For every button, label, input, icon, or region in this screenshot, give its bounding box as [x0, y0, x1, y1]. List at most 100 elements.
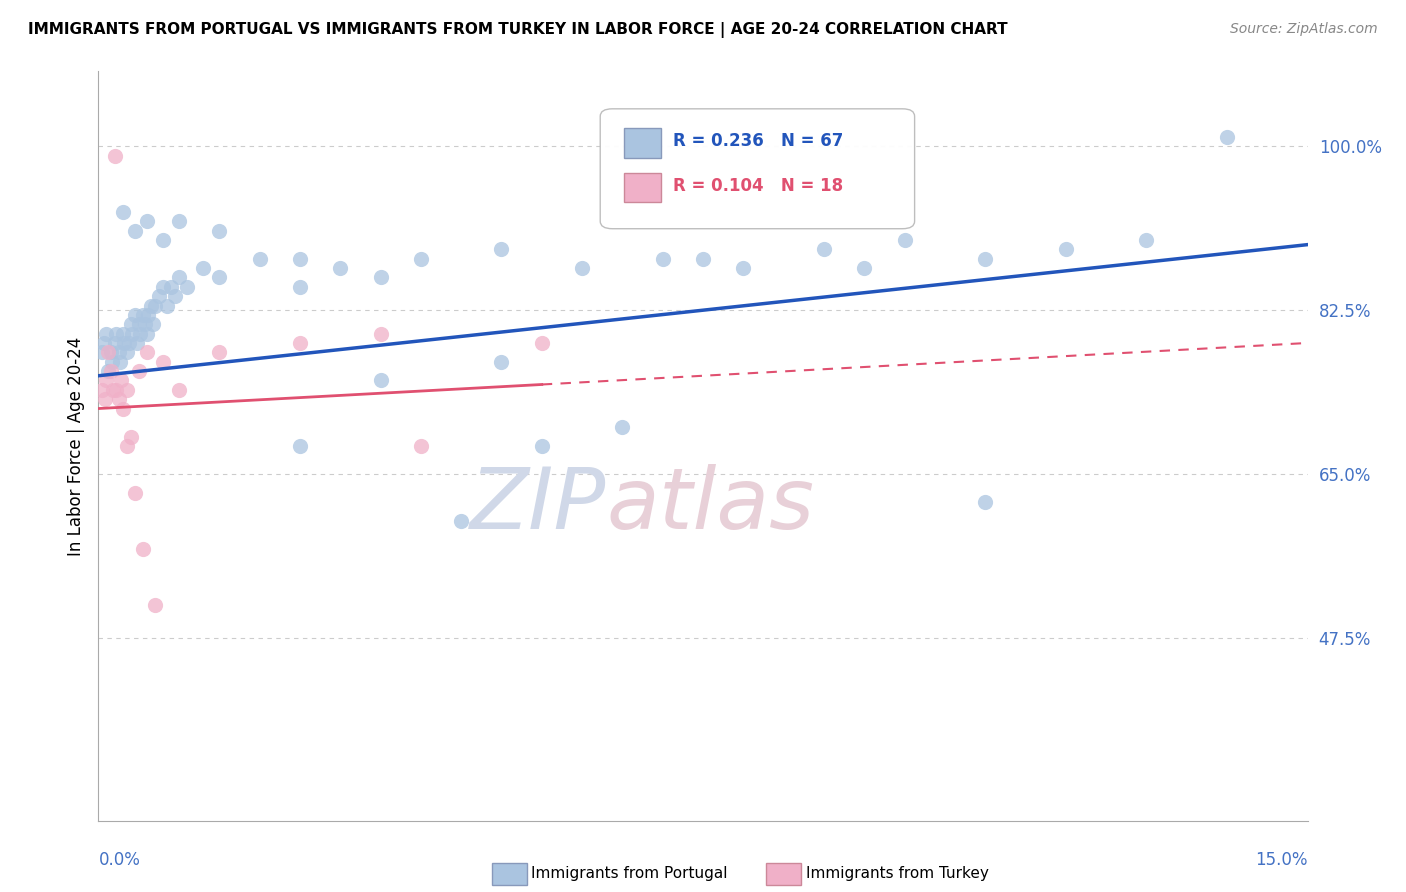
Text: IMMIGRANTS FROM PORTUGAL VS IMMIGRANTS FROM TURKEY IN LABOR FORCE | AGE 20-24 CO: IMMIGRANTS FROM PORTUGAL VS IMMIGRANTS F… — [28, 22, 1008, 38]
Point — [160, 280, 183, 294]
Point — [193, 261, 215, 276]
Point — [612, 420, 634, 434]
Text: Source: ZipAtlas.com: Source: ZipAtlas.com — [1230, 22, 1378, 37]
Point — [138, 308, 160, 322]
Point — [571, 261, 593, 276]
FancyBboxPatch shape — [624, 172, 661, 202]
Point — [692, 252, 714, 266]
Point — [152, 355, 174, 369]
Point — [111, 326, 134, 341]
Point — [491, 243, 513, 257]
Y-axis label: In Labor Force | Age 20-24: In Labor Force | Age 20-24 — [66, 336, 84, 556]
FancyBboxPatch shape — [600, 109, 915, 228]
Point — [129, 326, 152, 341]
Point — [208, 345, 231, 359]
Point — [132, 542, 155, 557]
Point — [142, 318, 165, 332]
Point — [135, 345, 157, 359]
Point — [329, 261, 352, 276]
Point — [115, 439, 138, 453]
Point — [530, 439, 553, 453]
Point — [112, 336, 135, 351]
Point — [853, 261, 876, 276]
Point — [94, 392, 117, 407]
Point — [1054, 243, 1077, 257]
Point — [97, 364, 120, 378]
Point — [651, 252, 673, 266]
Point — [249, 252, 271, 266]
Point — [288, 252, 311, 266]
Point — [128, 318, 150, 332]
Point — [370, 326, 392, 341]
Point — [143, 599, 166, 613]
Point — [409, 252, 432, 266]
Point — [167, 270, 190, 285]
Point — [127, 336, 149, 351]
Point — [128, 364, 150, 378]
Point — [208, 270, 231, 285]
Point — [96, 326, 118, 341]
Point — [135, 214, 157, 228]
Text: Immigrants from Turkey: Immigrants from Turkey — [806, 866, 988, 880]
Point — [120, 318, 142, 332]
Point — [148, 289, 170, 303]
Point — [101, 383, 124, 397]
Point — [167, 214, 190, 228]
Point — [167, 383, 190, 397]
Point — [103, 149, 125, 163]
Point — [143, 299, 166, 313]
Point — [1216, 130, 1239, 145]
Point — [135, 326, 157, 341]
Point — [208, 224, 231, 238]
Point — [120, 430, 142, 444]
Point — [107, 392, 129, 407]
Point — [893, 233, 915, 247]
Text: R = 0.236   N = 67: R = 0.236 N = 67 — [672, 132, 844, 150]
Point — [288, 280, 311, 294]
Point — [733, 261, 755, 276]
Point — [152, 280, 174, 294]
Point — [111, 401, 134, 416]
Point — [96, 374, 118, 388]
Point — [100, 345, 122, 359]
Point — [105, 326, 128, 341]
Text: Immigrants from Portugal: Immigrants from Portugal — [531, 866, 728, 880]
Point — [152, 233, 174, 247]
Point — [176, 280, 198, 294]
Point — [110, 374, 132, 388]
Point — [156, 299, 179, 313]
Point — [111, 205, 134, 219]
Point — [813, 243, 835, 257]
Point — [974, 252, 997, 266]
Point — [121, 326, 143, 341]
Text: ZIP: ZIP — [470, 465, 606, 548]
Point — [100, 364, 122, 378]
Point — [103, 336, 125, 351]
Point — [124, 308, 146, 322]
Point — [93, 336, 115, 351]
Point — [97, 345, 120, 359]
Point — [118, 336, 141, 351]
Text: 0.0%: 0.0% — [98, 851, 141, 869]
Point — [101, 355, 124, 369]
Point — [124, 224, 146, 238]
FancyBboxPatch shape — [624, 128, 661, 158]
Point — [105, 383, 128, 397]
Point — [288, 439, 311, 453]
Point — [491, 355, 513, 369]
Point — [370, 374, 392, 388]
Point — [409, 439, 432, 453]
Point — [132, 308, 155, 322]
Point — [108, 355, 131, 369]
Point — [134, 318, 156, 332]
Point — [91, 345, 114, 359]
Point — [91, 383, 114, 397]
Point — [107, 345, 129, 359]
Point — [370, 270, 392, 285]
Text: R = 0.104   N = 18: R = 0.104 N = 18 — [672, 177, 842, 195]
Point — [1135, 233, 1157, 247]
Point — [450, 514, 472, 528]
Text: 15.0%: 15.0% — [1256, 851, 1308, 869]
Point — [139, 299, 162, 313]
Point — [530, 336, 553, 351]
